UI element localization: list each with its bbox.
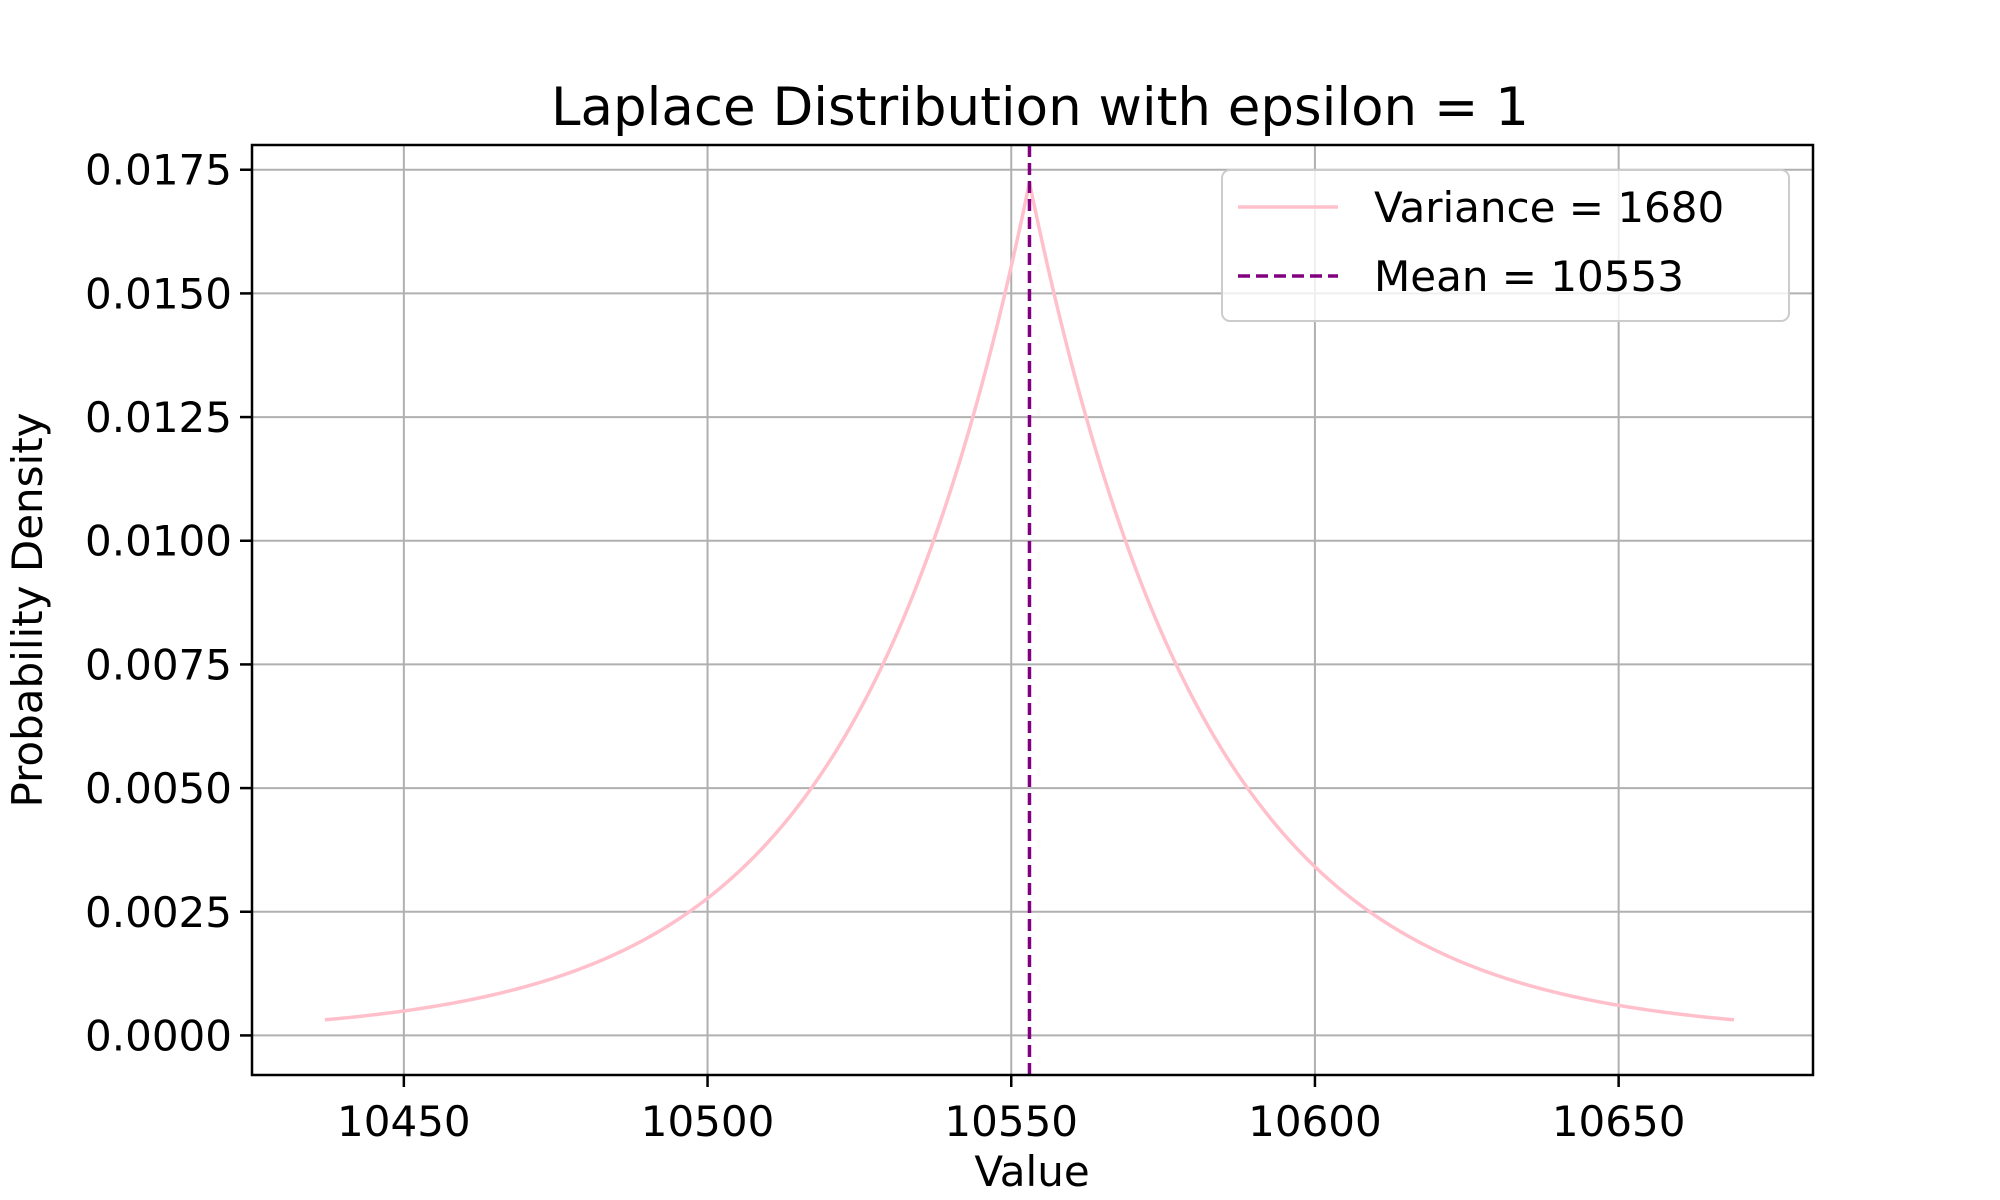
y-axis-ticks: 0.0000 0.0025 0.0050 0.0075 0.0100 0.0125 0.01… bbox=[85, 146, 252, 1060]
legend-mean-label: Mean = 10553 bbox=[1374, 252, 1684, 301]
grid bbox=[252, 145, 1813, 1075]
y-tick-label: 0.0125 bbox=[85, 393, 232, 442]
plot-series bbox=[324, 145, 1735, 1075]
y-tick-label: 0.0150 bbox=[85, 269, 232, 318]
x-axis-ticks: 10450 10500 10550 10600 10650 bbox=[337, 1075, 1685, 1146]
x-tick-label: 10600 bbox=[1248, 1097, 1382, 1146]
x-tick-label: 10550 bbox=[944, 1097, 1078, 1146]
y-tick-label: 0.0050 bbox=[85, 764, 232, 813]
chart-title: Laplace Distribution with epsilon = 1 bbox=[551, 77, 1529, 138]
legend-box bbox=[1221, 169, 1790, 322]
y-tick-label: 0.0075 bbox=[85, 640, 232, 689]
plot-frame bbox=[250, 143, 1815, 1077]
y-tick-label: 0.0175 bbox=[85, 146, 232, 195]
x-axis-label: Value bbox=[974, 1147, 1089, 1196]
legend-variance-label: Variance = 1680 bbox=[1374, 183, 1724, 232]
x-tick-label: 10500 bbox=[641, 1097, 775, 1146]
y-tick-label: 0.0100 bbox=[85, 517, 232, 566]
y-tick-label: 0.0000 bbox=[85, 1011, 232, 1060]
legend: Variance = 1680 Mean = 10553 bbox=[1221, 169, 1790, 322]
y-tick-label: 0.0025 bbox=[85, 888, 232, 937]
x-tick-label: 10450 bbox=[337, 1097, 471, 1146]
y-axis-label: Probability Density bbox=[3, 412, 52, 807]
x-tick-label: 10650 bbox=[1552, 1097, 1686, 1146]
